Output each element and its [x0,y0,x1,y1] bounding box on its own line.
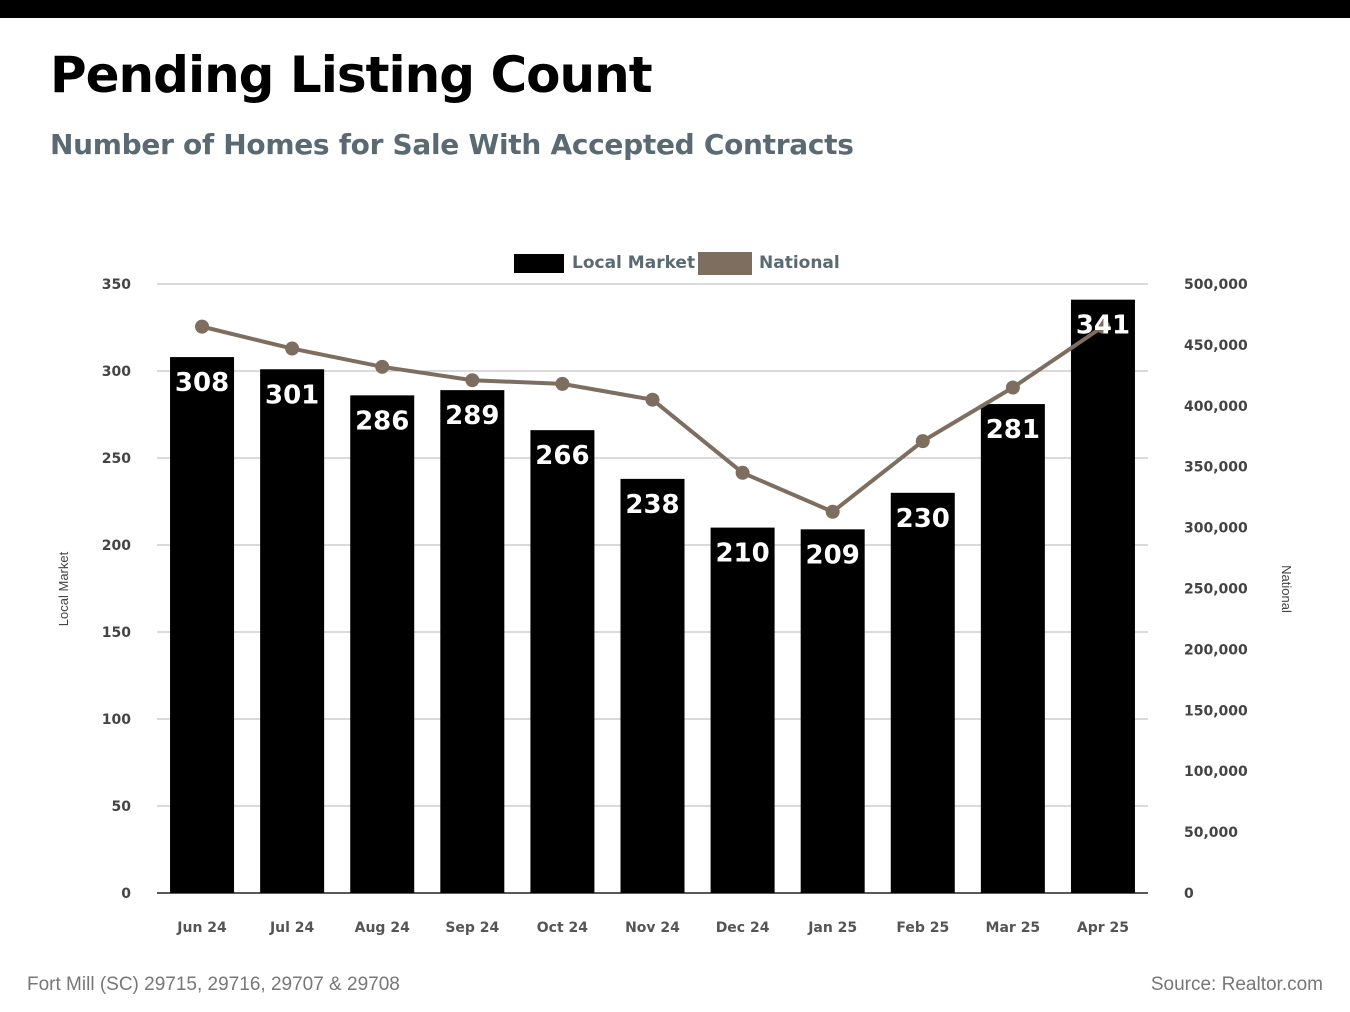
legend-swatch-local-market [514,254,564,273]
right-axis-tick-label: 500,000 [1184,277,1248,293]
right-axis-tick-label: 250,000 [1184,582,1248,598]
national-point [285,341,300,356]
left-axis-tick-label: 200 [102,538,131,554]
x-axis-tick-label: Nov 24 [625,920,680,936]
bar-data-label: 308 [175,368,229,398]
bar-data-label: 289 [445,401,499,431]
legend-label-local-market: Local Market [572,253,695,273]
national-point [555,376,570,391]
page-subtitle: Number of Homes for Sale With Accepted C… [50,128,854,161]
right-axis-tick-label: 450,000 [1184,338,1248,354]
bar [170,357,235,894]
right-axis-tick-label: 50,000 [1184,825,1238,841]
right-axis-tick-label: 300,000 [1184,521,1248,537]
right-axis-tick-label: 200,000 [1184,642,1248,658]
national-point [1005,380,1020,395]
right-axis-tick-label: 400,000 [1184,399,1248,415]
footer-location: Fort Mill (SC) 29715, 29716, 29707 & 297… [27,974,400,995]
x-axis-tick-label: Sep 24 [445,920,499,936]
left-axis-tick-label: 350 [102,277,131,293]
bar-data-label: 266 [535,441,589,471]
bar-data-label: 286 [355,406,409,436]
x-axis-tick-label: Aug 24 [355,920,410,936]
legend-swatch-national [698,252,752,275]
x-axis-tick-label: Oct 24 [537,920,589,936]
bar-data-label: 301 [265,380,319,410]
left-axis-tick-label: 250 [102,451,131,467]
right-axis-tick-label: 350,000 [1184,460,1248,476]
bar [260,369,325,893]
x-axis-tick-label: Jul 24 [269,920,315,936]
page-title: Pending Listing Count [50,46,653,104]
bar-data-label: 209 [806,540,860,570]
left-axis-tick-label: 100 [102,712,131,728]
left-axis-tick-label: 150 [102,625,131,641]
national-point [195,319,210,334]
national-point [825,504,840,519]
left-axis-tick-label: 50 [112,799,132,815]
bar [710,527,775,893]
right-axis-tick-label: 100,000 [1184,764,1248,780]
national-point [465,373,480,388]
national-point [1095,319,1110,334]
bar-data-label: 238 [625,490,679,520]
right-axis-tick-label: 0 [1184,886,1194,902]
bar [890,492,955,893]
national-point [375,359,390,374]
bar-data-label: 341 [1076,311,1130,341]
legend-label-national: National [759,253,840,273]
bar [350,395,415,893]
bar [440,390,505,893]
national-point [915,434,930,449]
left-axis-title: Local Market [56,551,71,626]
right-axis-tick-label: 150,000 [1184,703,1248,719]
left-axis-tick-label: 300 [102,364,131,380]
bar [530,430,595,893]
top-bar [0,0,1350,18]
left-axis-tick-label: 0 [121,886,131,902]
national-point [645,392,660,407]
x-axis-tick-label: Feb 25 [896,920,949,936]
bar-data-label: 281 [986,415,1040,445]
right-axis-title: National [1279,565,1294,613]
x-axis-tick-label: Jun 24 [176,920,227,936]
x-axis-tick-label: Mar 25 [986,920,1041,936]
x-axis-tick-label: Dec 24 [716,920,770,936]
bar-data-label: 230 [896,504,950,534]
x-axis-tick-label: Apr 25 [1077,920,1129,936]
bar [620,478,685,893]
bar-data-label: 210 [715,539,769,569]
national-point [735,465,750,480]
bar [800,529,865,893]
footer-source: Source: Realtor.com [1150,974,1323,995]
x-axis-tick-label: Jan 25 [807,920,857,936]
bar [1070,299,1135,893]
bar [980,404,1045,893]
